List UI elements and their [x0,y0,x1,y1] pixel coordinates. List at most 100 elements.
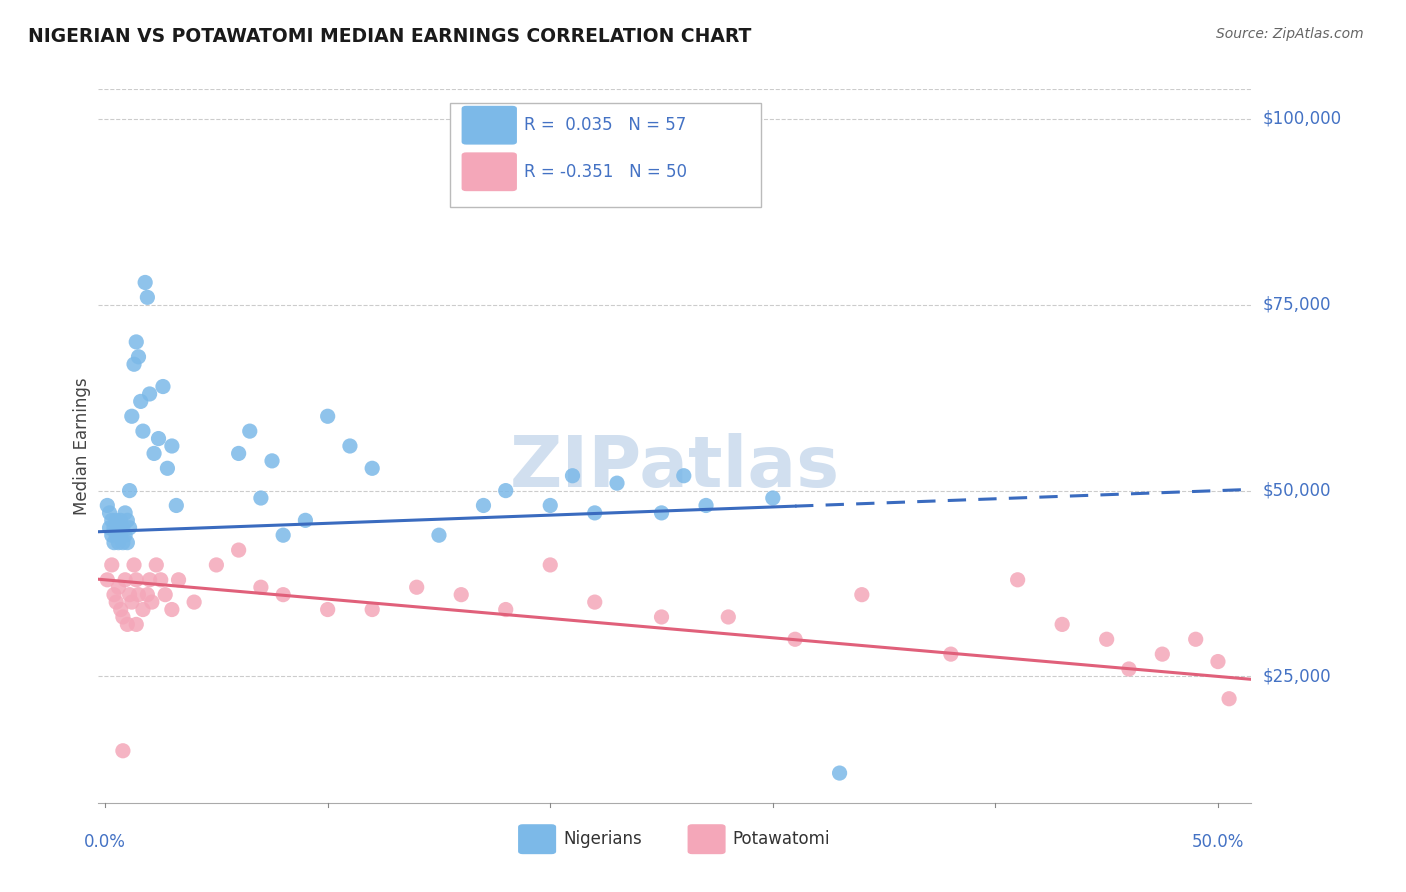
Point [1218,691,1240,706]
Text: $50,000: $50,000 [1263,482,1331,500]
Point [136,588,159,602]
Point [1152,647,1174,661]
Point [828,766,851,780]
Point [98,521,121,535]
Point [117,535,139,549]
Point [114,573,136,587]
Point [107,580,129,594]
FancyBboxPatch shape [688,824,725,855]
Point [100,513,122,527]
Point [96,573,118,587]
Point [783,632,806,647]
Point [851,588,873,602]
Point [141,595,163,609]
Point [110,528,132,542]
Point [271,588,294,602]
Point [138,387,160,401]
Point [165,499,187,513]
Point [695,499,717,513]
Text: 0.0%: 0.0% [84,833,127,851]
Point [121,409,143,424]
Point [114,528,136,542]
Point [122,558,145,572]
Point [294,513,316,527]
Point [127,350,149,364]
Point [111,744,134,758]
Point [183,595,205,609]
Point [118,483,141,498]
Text: $100,000: $100,000 [1263,110,1341,128]
Text: Source: ZipAtlas.com: Source: ZipAtlas.com [1216,27,1364,41]
Point [405,580,427,594]
Point [361,461,384,475]
Point [129,394,152,409]
Point [538,558,561,572]
Point [672,468,695,483]
Text: $75,000: $75,000 [1263,296,1331,314]
Point [149,573,172,587]
Point [1050,617,1073,632]
Point [117,513,139,527]
Point [118,588,141,602]
Point [651,506,673,520]
Point [132,424,155,438]
Point [100,558,122,572]
Point [103,535,125,549]
Text: 50.0%: 50.0% [1192,833,1244,851]
Point [105,595,128,609]
Point [538,499,561,513]
Point [228,446,250,460]
Point [127,588,149,602]
Point [114,506,136,520]
Point [160,439,183,453]
Point [316,409,339,424]
Text: Nigerians: Nigerians [562,830,641,848]
FancyBboxPatch shape [461,106,517,145]
Point [561,468,583,483]
FancyBboxPatch shape [517,824,557,855]
Point [651,610,673,624]
Point [138,573,160,587]
Point [316,602,339,616]
Point [472,499,495,513]
Point [148,432,170,446]
Point [495,602,517,616]
Point [250,580,273,594]
Point [125,573,148,587]
Point [1007,573,1029,587]
Point [271,528,294,542]
Point [228,543,250,558]
Point [107,535,129,549]
Point [125,334,148,349]
Point [103,521,125,535]
Point [205,558,228,572]
Point [361,602,384,616]
Point [583,595,606,609]
Point [143,446,166,460]
Point [939,647,962,661]
Point [117,617,139,632]
Point [156,461,179,475]
Point [111,535,134,549]
Point [1184,632,1206,647]
Point [98,506,121,520]
Point [118,521,141,535]
Point [427,528,450,542]
Point [152,379,174,393]
Point [110,513,132,527]
Point [96,499,118,513]
FancyBboxPatch shape [461,153,517,191]
Point [762,491,785,505]
Point [121,595,143,609]
Point [134,276,156,290]
Point [339,439,361,453]
Point [450,588,472,602]
Text: R = -0.351   N = 50: R = -0.351 N = 50 [524,162,688,181]
Point [136,290,159,304]
Point [111,521,134,535]
Point [110,602,132,616]
Y-axis label: Median Earnings: Median Earnings [73,377,91,515]
Point [167,573,190,587]
Point [153,588,176,602]
Point [132,602,155,616]
